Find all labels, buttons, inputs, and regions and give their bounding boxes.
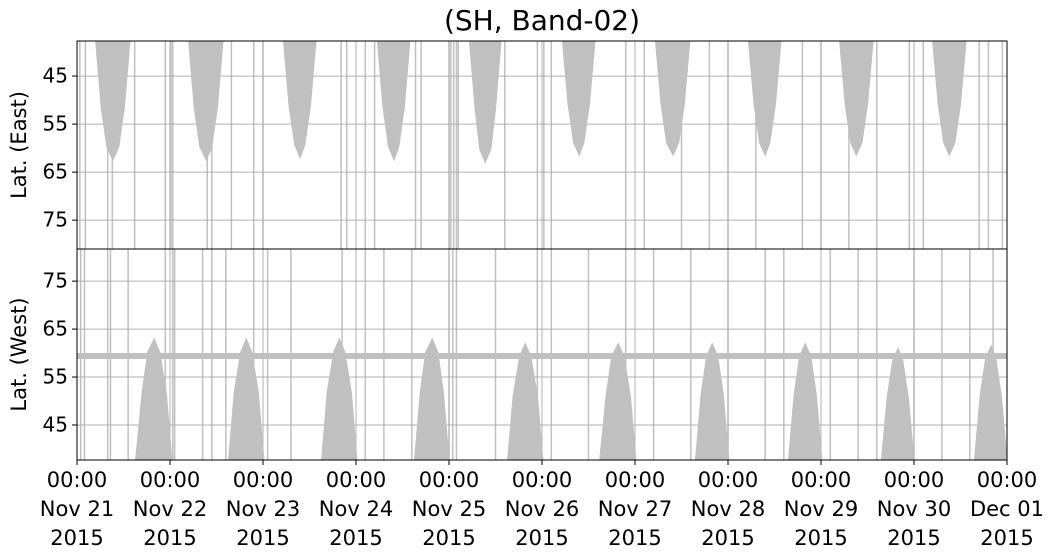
x-tick-label: 00:00 Nov 27 2015 xyxy=(598,468,672,550)
x-tick-label: 00:00 Nov 23 2015 xyxy=(226,468,300,550)
y-axis-label: Lat. (East) xyxy=(7,91,31,199)
y-tick-label: 75 xyxy=(43,208,68,232)
x-tick-label: 00:00 Nov 28 2015 xyxy=(691,468,765,550)
y-tick-label: 45 xyxy=(43,64,68,88)
x-tick-label: 00:00 Nov 22 2015 xyxy=(133,468,207,550)
x-tick-label: 00:00 Nov 26 2015 xyxy=(505,468,579,550)
y-tick-label: 75 xyxy=(43,269,68,293)
y-tick-label: 45 xyxy=(43,412,68,436)
y-tick-label: 65 xyxy=(43,160,68,184)
x-tick-label: 00:00 Dec 01 2015 xyxy=(970,468,1044,550)
x-tick-label: 00:00 Nov 24 2015 xyxy=(319,468,393,550)
y-tick-label: 55 xyxy=(43,365,68,389)
chart-title: (SH, Band-02) xyxy=(444,4,640,37)
x-tick-label: 00:00 Nov 29 2015 xyxy=(784,468,858,550)
coverage-area xyxy=(95,40,967,164)
x-tick-label: 00:00 Nov 21 2015 xyxy=(40,468,114,550)
y-tick-label: 55 xyxy=(43,112,68,136)
x-tick-label: 00:00 Nov 30 2015 xyxy=(877,468,951,550)
y-axis-label: Lat. (West) xyxy=(7,297,31,411)
y-tick-label: 65 xyxy=(43,317,68,341)
x-tick-label: 00:00 Nov 25 2015 xyxy=(412,468,486,550)
